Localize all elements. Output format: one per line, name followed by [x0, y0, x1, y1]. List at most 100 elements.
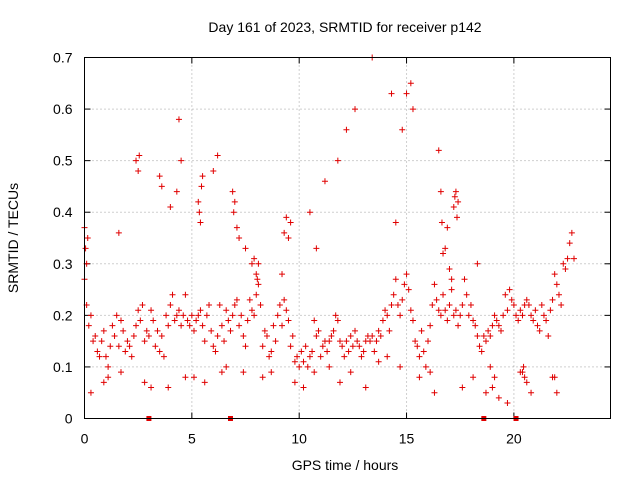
data-point: [242, 245, 249, 252]
data-point: [343, 338, 350, 345]
data-point: [298, 348, 305, 355]
data-point: [229, 312, 236, 319]
data-point: [450, 312, 457, 319]
data-point: [94, 348, 101, 355]
data-point: [233, 296, 240, 303]
data-point: [401, 281, 408, 288]
data-point: [120, 327, 127, 334]
data-point: [167, 204, 174, 211]
data-point: [403, 271, 410, 278]
data-point: [317, 353, 324, 360]
data-point: [276, 302, 283, 309]
data-point: [480, 332, 487, 339]
data-point: [536, 327, 543, 334]
data-point: [163, 312, 170, 319]
data-point: [190, 327, 197, 334]
data-point: [236, 322, 243, 329]
x-tick-label: 15: [399, 431, 415, 447]
data-point: [332, 312, 339, 319]
data-point: [336, 379, 343, 386]
data-point: [470, 317, 477, 324]
data-point: [304, 363, 311, 370]
data-points: [82, 55, 578, 407]
data-point: [291, 358, 298, 365]
data-point: [158, 332, 165, 339]
data-point: [525, 302, 532, 309]
data-point: [491, 312, 498, 319]
data-point: [218, 369, 225, 376]
data-point: [193, 317, 200, 324]
data-point: [384, 353, 391, 360]
x-tick-label: 5: [188, 431, 196, 447]
data-point: [444, 317, 451, 324]
data-point: [167, 302, 174, 309]
data-point: [435, 307, 442, 314]
data-point: [455, 322, 462, 329]
data-point: [306, 353, 313, 360]
data-point: [98, 338, 105, 345]
data-point: [117, 369, 124, 376]
data-point: [367, 338, 374, 345]
data-point: [196, 209, 203, 216]
data-point: [285, 317, 292, 324]
data-point: [259, 343, 266, 350]
data-point: [255, 260, 262, 267]
data-point: [133, 157, 140, 164]
data-point: [287, 343, 294, 350]
data-point: [352, 106, 359, 113]
data-point: [551, 374, 558, 381]
data-point: [356, 343, 363, 350]
data-point: [315, 327, 322, 334]
data-point: [283, 307, 290, 314]
data-point: [549, 296, 556, 303]
x-axis-label: GPS time / hours: [292, 457, 399, 473]
data-point: [519, 369, 526, 376]
data-point: [482, 389, 489, 396]
data-point: [373, 338, 380, 345]
y-tick-label: 0.4: [53, 204, 73, 220]
data-point: [195, 312, 202, 319]
data-point: [390, 291, 397, 298]
data-point: [182, 291, 189, 298]
data-point: [270, 322, 277, 329]
data-point: [148, 307, 155, 314]
data-point: [197, 219, 204, 226]
data-point: [472, 322, 479, 329]
data-point: [210, 167, 217, 174]
data-point: [566, 240, 573, 247]
data-point: [287, 219, 294, 226]
grid-lines: [84, 57, 611, 419]
data-point: [564, 255, 571, 262]
data-point: [530, 317, 537, 324]
chart-title: Day 161 of 2023, SRMTID for receiver p14…: [208, 19, 481, 35]
data-point: [562, 265, 569, 272]
data-point: [313, 332, 320, 339]
data-point: [272, 338, 279, 345]
data-point: [459, 302, 466, 309]
data-point: [254, 276, 261, 283]
data-point: [96, 353, 103, 360]
data-point: [375, 358, 382, 365]
data-point: [279, 322, 286, 329]
data-point: [341, 353, 348, 360]
data-point: [201, 338, 208, 345]
data-point: [84, 235, 91, 241]
data-point: [336, 338, 343, 345]
data-point: [425, 338, 432, 345]
data-point: [190, 374, 197, 381]
data-point: [130, 332, 137, 339]
data-point: [263, 332, 270, 339]
data-point: [296, 363, 303, 370]
data-point: [438, 219, 445, 226]
data-point: [375, 327, 382, 334]
data-point: [448, 276, 455, 283]
data-point: [409, 317, 416, 324]
data-point: [470, 374, 477, 381]
data-point: [201, 379, 208, 386]
data-point: [504, 307, 511, 314]
data-point: [414, 343, 421, 350]
data-point: [343, 126, 350, 133]
data-point: [465, 312, 472, 319]
data-point: [455, 198, 462, 205]
data-point: [360, 348, 367, 355]
